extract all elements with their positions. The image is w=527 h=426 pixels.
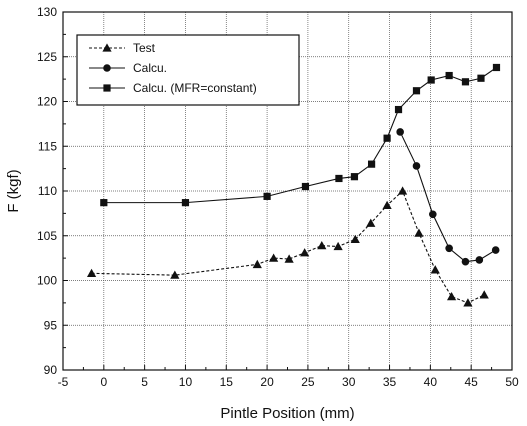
series-calcu-mfr-constant <box>100 63 501 207</box>
data-point <box>412 87 421 95</box>
data-point <box>263 192 271 200</box>
data-point <box>317 240 327 250</box>
y-tick-label: 115 <box>38 139 57 153</box>
data-point <box>170 270 180 279</box>
data-point <box>382 200 392 209</box>
y-tick-label: 95 <box>44 318 58 332</box>
series-line <box>91 190 485 304</box>
data-point <box>350 173 359 181</box>
data-point <box>446 292 457 301</box>
legend-marker <box>103 84 111 92</box>
legend-label: Calcu. <box>133 61 167 75</box>
data-point <box>475 256 484 264</box>
x-tick-label: 40 <box>424 375 438 389</box>
series-calcu <box>396 128 500 266</box>
data-point <box>477 74 485 82</box>
x-tick-label: 25 <box>301 375 315 389</box>
data-point <box>429 210 437 219</box>
axis-ticks: -5 0 5 10 15 20 25 30 35 40 45 50 90 95 100 105 110 115 12… <box>37 5 519 389</box>
y-tick-label: 110 <box>38 184 57 198</box>
data-point <box>445 244 453 253</box>
x-tick-label: 15 <box>220 375 234 389</box>
data-point <box>269 253 279 262</box>
data-point <box>252 259 262 269</box>
plot-area-frame <box>62 11 513 371</box>
legend-label: Calcu. (MFR=constant) <box>133 81 257 95</box>
y-tick-label: 105 <box>37 229 57 243</box>
data-point <box>461 257 470 266</box>
y-tick-label: 125 <box>37 50 57 64</box>
data-point <box>492 63 501 72</box>
legend-label: Test <box>133 41 156 55</box>
data-point <box>479 290 489 299</box>
x-tick-label: 0 <box>100 375 107 389</box>
data-point <box>366 218 376 227</box>
data-point <box>394 105 403 114</box>
y-tick-label: 90 <box>44 363 58 377</box>
data-point <box>284 254 294 263</box>
data-point <box>100 199 108 207</box>
x-axis-title: Pintle Position (mm) <box>220 405 354 422</box>
data-point <box>181 199 190 207</box>
x-tick-label: 10 <box>179 375 193 389</box>
data-point <box>427 76 435 84</box>
legend-marker <box>103 64 111 72</box>
data-point <box>463 298 473 307</box>
x-tick-label: 45 <box>465 375 479 389</box>
data-point <box>335 174 343 183</box>
y-tick-label: 120 <box>37 95 57 109</box>
legend: Test Calcu. Calcu. (MFR=constant) <box>76 34 300 106</box>
y-tick-label: 130 <box>37 5 57 19</box>
data-point <box>398 186 408 195</box>
data-point <box>445 71 453 80</box>
data-point <box>367 160 376 168</box>
x-tick-label: 5 <box>141 375 148 389</box>
data-point <box>300 248 310 257</box>
series-line <box>399 131 496 263</box>
data-point <box>430 265 440 274</box>
data-point <box>350 234 360 244</box>
data-point <box>491 246 500 254</box>
legend-box <box>76 34 300 106</box>
data-point <box>396 128 404 136</box>
data-point <box>86 268 97 278</box>
y-tick-label: 100 <box>37 274 57 288</box>
x-tick-label: 50 <box>505 375 519 389</box>
series-test <box>86 186 489 307</box>
data-point <box>412 162 421 170</box>
x-tick-label: 30 <box>342 375 356 389</box>
x-tick-label: 35 <box>383 375 397 389</box>
data-point <box>461 78 470 86</box>
data-point <box>414 228 424 237</box>
legend-marker <box>102 43 112 52</box>
data-point <box>383 134 391 142</box>
x-tick-label: 20 <box>260 375 274 389</box>
data-point <box>333 241 343 251</box>
x-tick-label: -5 <box>58 375 69 389</box>
data-point <box>301 182 310 191</box>
series-layer <box>86 63 501 307</box>
y-axis-title: F (kgf) <box>5 169 22 212</box>
